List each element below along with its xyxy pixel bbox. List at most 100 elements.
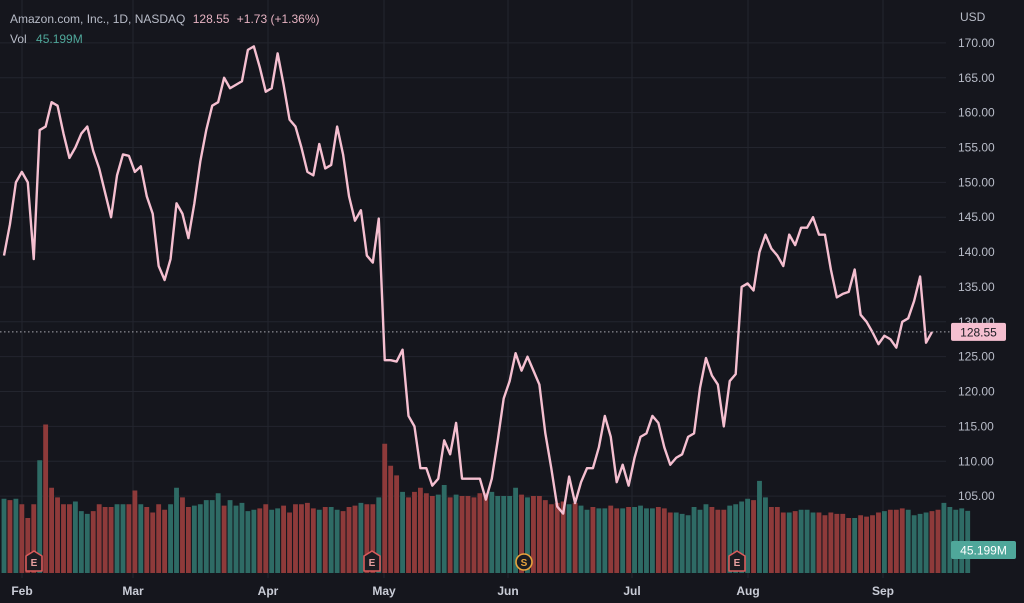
volume-bar: [608, 505, 614, 573]
volume-bar: [304, 502, 310, 573]
earnings-badge[interactable]: E: [728, 550, 746, 572]
volume-bar: [316, 509, 322, 573]
earnings-badge[interactable]: E: [363, 550, 381, 572]
volume-bar: [7, 500, 13, 573]
volume-bar: [632, 507, 637, 573]
volume-bar: [733, 504, 739, 573]
volume-bar: [560, 501, 566, 573]
y-tick-label: 160.00: [958, 106, 995, 120]
volume-bar: [382, 443, 388, 573]
volume-bar: [715, 509, 721, 573]
x-tick-label: May: [372, 584, 396, 598]
volume-bar: [37, 460, 43, 573]
volume-bar: [322, 507, 328, 573]
volume-bar: [721, 509, 727, 573]
last-volume-label: 45.199M: [960, 544, 1007, 558]
earnings-badge-shape: [728, 550, 746, 572]
volume-bar: [810, 512, 816, 573]
volume-bar: [84, 513, 90, 573]
volume-bar: [483, 493, 489, 573]
volume-bar: [804, 509, 810, 573]
volume-bar: [90, 511, 96, 573]
volume-bar: [679, 513, 685, 573]
volume-bar: [263, 504, 269, 573]
event-badge-label: S: [521, 558, 528, 569]
volume-bar: [120, 504, 126, 573]
volume-bar: [328, 507, 334, 573]
volume-label[interactable]: Vol: [10, 32, 27, 46]
volume-bar: [667, 512, 673, 573]
last-volume-badge: [951, 541, 1016, 559]
volume-bar: [150, 512, 156, 573]
symbol-label[interactable]: Amazon.com, Inc., 1D, NASDAQ: [10, 12, 186, 26]
volume-bar: [126, 504, 132, 573]
volume-bar: [114, 504, 120, 573]
volume-bar: [644, 508, 649, 573]
volume-bar: [525, 497, 530, 573]
split-badge[interactable]: S: [515, 553, 533, 571]
volume-bar: [43, 424, 49, 573]
y-tick-label: 115.00: [958, 419, 994, 433]
volume-bar: [501, 496, 507, 573]
legend-price-row: Amazon.com, Inc., 1D, NASDAQ 128.55 +1.7…: [10, 9, 320, 29]
volume-bar: [763, 497, 768, 573]
volume-bar: [519, 494, 524, 573]
volume-bar: [846, 518, 852, 573]
volume-bar: [531, 496, 536, 573]
volume-bar: [257, 508, 263, 573]
currency-label: USD: [960, 10, 986, 24]
volume-bar: [923, 512, 929, 573]
volume-bar: [757, 480, 762, 573]
volume-bar: [596, 508, 602, 573]
volume-bar: [840, 513, 846, 573]
price-series: [0, 45, 950, 515]
volume-bar: [542, 500, 548, 573]
volume-bar: [786, 512, 792, 573]
volume-bar: [655, 507, 661, 573]
legend: Amazon.com, Inc., 1D, NASDAQ 128.55 +1.7…: [10, 9, 320, 49]
x-tick-label: Mar: [122, 584, 144, 598]
legend-volume-row: Vol 45.199M: [10, 29, 320, 49]
volume-bar: [774, 507, 780, 573]
volume-bar: [620, 508, 626, 573]
volume-bar: [822, 515, 828, 573]
x-tick-label: Jun: [497, 584, 518, 598]
volume-bar: [61, 504, 66, 573]
volume-bar: [548, 504, 554, 573]
x-tick-label: Jul: [623, 584, 640, 598]
earnings-badge[interactable]: E: [25, 550, 43, 572]
volume-bar: [293, 504, 298, 573]
volume-bar: [435, 494, 441, 573]
last-price-label: 128.55: [960, 325, 997, 339]
y-tick-label: 150.00: [958, 175, 995, 189]
x-tick-label: Feb: [11, 584, 32, 598]
volume-bar: [638, 505, 643, 573]
volume-bar: [96, 504, 102, 573]
volume-bar: [429, 496, 435, 573]
volume-bar: [25, 518, 31, 573]
volume-bar: [376, 497, 382, 573]
volume-bar: [400, 491, 405, 573]
volume-bar: [49, 487, 55, 573]
volume-bar: [423, 493, 429, 573]
volume-bar: [584, 509, 590, 573]
volume-bar: [1, 498, 7, 573]
volume-bar: [13, 498, 19, 573]
volume-bar: [554, 502, 560, 573]
volume-bar: [299, 504, 304, 573]
volume-bar: [221, 505, 227, 573]
y-tick-label: 170.00: [958, 36, 995, 50]
volume-bar: [649, 508, 655, 573]
volume-bar: [72, 501, 78, 573]
change-value: +1.73 (+1.36%): [236, 12, 320, 26]
volume-bar: [334, 509, 340, 573]
volume-bar: [513, 487, 519, 573]
volume-bar: [905, 509, 911, 573]
volume-bar: [251, 509, 257, 573]
event-badge-label: E: [369, 558, 376, 569]
price-line: [2, 45, 934, 515]
volume-bar: [780, 512, 786, 573]
